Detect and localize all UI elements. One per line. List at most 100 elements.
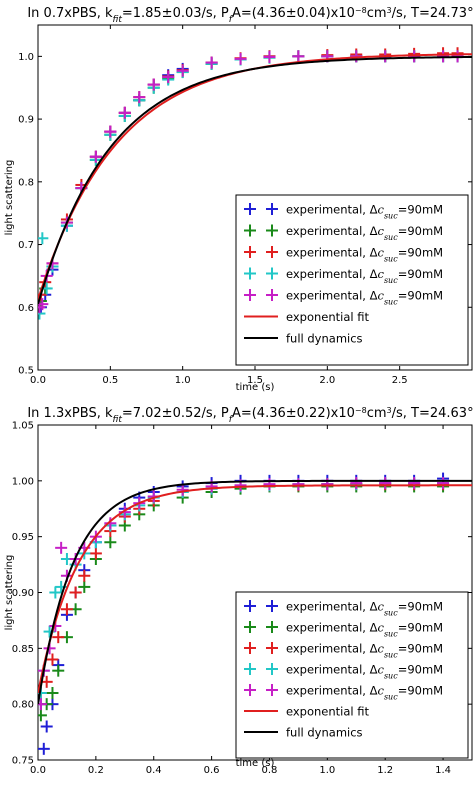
title-text: /s, T=24.73°C — [392, 6, 474, 21]
x-tick-label: 2.0 — [319, 375, 335, 386]
data-point — [118, 106, 131, 119]
x-tick-label: 0.5 — [102, 375, 118, 386]
x-tick-label: 1.0 — [175, 375, 191, 386]
legend-label: full dynamics — [286, 332, 363, 346]
data-point — [52, 631, 65, 644]
y-tick-label: 0.7 — [18, 240, 34, 251]
x-tick-label: 0.4 — [146, 765, 162, 776]
data-point — [52, 664, 65, 677]
data-point — [89, 547, 102, 560]
x-tick-label: 1.0 — [319, 765, 335, 776]
data-point — [89, 150, 102, 163]
title-text: cm — [367, 6, 387, 21]
x-axis-label: time (s) — [236, 758, 275, 769]
legend-item: experimental, Δcsuc=90mM — [244, 224, 443, 242]
legend-item: experimental, Δcsuc=90mM — [244, 663, 443, 681]
data-point — [104, 517, 117, 530]
data-point — [60, 603, 73, 616]
data-point — [46, 653, 59, 666]
legend-item: full dynamics — [244, 726, 363, 740]
legend-item: experimental, Δcsuc=90mM — [244, 289, 443, 306]
title-superscript: −8 — [355, 406, 367, 415]
x-tick-label: 0.6 — [204, 765, 220, 776]
legend-box — [235, 591, 469, 759]
data-point — [379, 477, 392, 490]
full-dynamics-line — [38, 55, 472, 305]
legend-item: experimental, Δcsuc=90mM — [244, 267, 443, 285]
data-point — [162, 71, 175, 84]
legend-box — [235, 194, 469, 366]
legend-label: experimental, Δcsuc=90mM — [286, 246, 443, 264]
legend-label: experimental, Δcsuc=90mM — [286, 600, 443, 618]
legend-label: exponential fit — [286, 310, 370, 324]
legend-label: full dynamics — [286, 726, 363, 740]
legend-label: experimental, Δcsuc=90mM — [286, 203, 443, 221]
legend-item: full dynamics — [244, 332, 363, 346]
legend: experimental, Δcsuc=90mM experimental, Δc… — [235, 194, 469, 366]
legend: experimental, Δcsuc=90mM experimental, Δc… — [235, 591, 469, 759]
title-superscript: −8 — [355, 6, 367, 15]
legend-item: experimental, Δcsuc=90mM — [244, 684, 443, 702]
title-text: A=(4.36±0.22)x10 — [232, 406, 355, 421]
y-tick-label: 0.9 — [18, 115, 34, 126]
data-point — [408, 50, 421, 63]
full-dynamics-line — [38, 479, 472, 705]
title-text: =7.02±0.52/s, P — [122, 406, 229, 421]
data-layer — [38, 472, 472, 755]
y-tick-label: 0.85 — [12, 644, 34, 655]
x-tick-label: 1.5 — [247, 375, 263, 386]
title-subscript: fit — [113, 415, 123, 425]
legend-label: experimental, Δcsuc=90mM — [286, 684, 443, 702]
legend-item: exponential fit — [244, 705, 370, 719]
y-axis-label: light scattering — [4, 160, 15, 236]
title-text: In 1.3xPBS, k — [27, 406, 113, 421]
data-point — [104, 125, 117, 138]
title-text: cm — [367, 406, 387, 421]
title-text: In 0.7xPBS, k — [27, 6, 113, 21]
legend-item: experimental, Δcsuc=90mM — [244, 246, 443, 264]
y-tick-label: 0.6 — [18, 303, 34, 314]
data-point — [55, 541, 68, 554]
chart-title: In 1.3xPBS, kfit=7.02±0.52/s, PfA=(4.36±… — [27, 406, 474, 426]
legend-label: experimental, Δcsuc=90mM — [286, 663, 443, 681]
data-point — [38, 698, 47, 711]
y-tick-label: 1.00 — [12, 476, 34, 487]
data-point — [133, 91, 146, 104]
data-point — [263, 50, 276, 63]
legend-label: experimental, Δcsuc=90mM — [286, 621, 443, 639]
title-superscript: 3 — [387, 6, 392, 15]
y-tick-label: 0.75 — [12, 756, 34, 767]
title-text: =1.85±0.03/s, P — [122, 6, 229, 21]
data-point — [78, 580, 91, 593]
title-subscript: f — [229, 415, 234, 425]
title-text: A=(4.36±0.04)x10 — [232, 6, 355, 21]
y-tick-label: 0.80 — [12, 700, 34, 711]
data-layer — [38, 47, 472, 320]
data-point — [38, 709, 47, 722]
data-point — [147, 78, 160, 91]
x-tick-label: 0.0 — [30, 375, 46, 386]
data-point — [408, 477, 421, 490]
legend-label: experimental, Δcsuc=90mM — [286, 224, 443, 242]
chart-title: In 0.7xPBS, kfit=1.85±0.03/s, PfA=(4.36±… — [27, 6, 474, 26]
y-axis-label: light scattering — [4, 555, 15, 631]
data-point — [49, 586, 62, 599]
x-tick-label: 1.4 — [435, 765, 451, 776]
y-tick-label: 1.0 — [18, 52, 34, 63]
legend-item: exponential fit — [244, 310, 370, 324]
y-tick-label: 0.90 — [12, 588, 34, 599]
data-point — [38, 742, 50, 755]
data-point — [437, 477, 450, 490]
data-point — [40, 720, 53, 733]
data-point — [234, 52, 247, 65]
x-tick-label: 2.5 — [392, 375, 408, 386]
y-tick-label: 0.8 — [18, 177, 34, 188]
y-tick-label: 0.95 — [12, 532, 34, 543]
data-point — [46, 687, 59, 699]
title-superscript: 3 — [387, 406, 392, 415]
data-point — [176, 64, 189, 77]
title-subscript: f — [229, 15, 234, 25]
x-tick-label: 0.0 — [30, 765, 46, 776]
chart-2: In 1.3xPBS, kfit=7.02±0.52/s, PfA=(4.36±… — [4, 406, 474, 777]
data-point — [78, 569, 91, 582]
